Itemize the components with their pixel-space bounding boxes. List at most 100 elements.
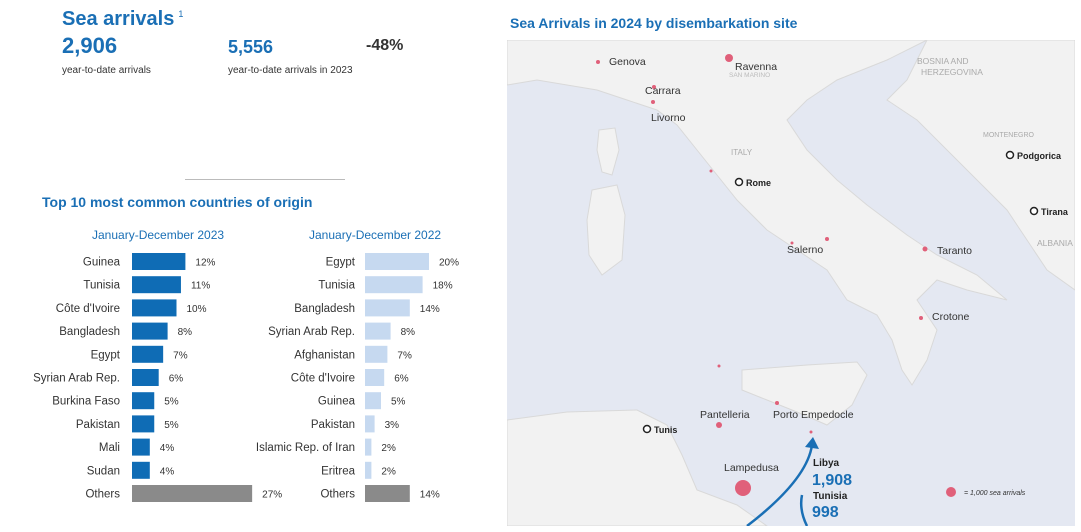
divider (185, 179, 345, 180)
chart-2022-bar (365, 485, 410, 502)
site-dot (725, 54, 733, 62)
chart-2023-bar (132, 485, 253, 502)
capital-label: Tunis (654, 425, 677, 435)
chart-2023-bar (132, 345, 164, 363)
country-label: HERZEGOVINA (921, 67, 983, 77)
chart-2022-value-label: 6% (394, 374, 409, 385)
capital-marker (1005, 150, 1015, 160)
site-label: Lampedusa (724, 462, 779, 474)
ytd-arrivals-value: 2,906 (62, 33, 118, 58)
chart-2023-value-label: 4% (160, 443, 175, 454)
top10-title: Top 10 most common countries of origin (42, 194, 313, 210)
chart-2023-bar (132, 253, 186, 270)
country-label: BOSNIA AND (917, 56, 969, 66)
site-label: Ravenna (735, 61, 777, 73)
chart-2022-title: January-December 2022 (309, 228, 442, 242)
chart-2022-value-label: 18% (433, 281, 453, 292)
site-label: Porto Empedocle (773, 409, 854, 421)
chart-2022-value-label: 2% (381, 466, 396, 477)
chart-2022-bar (365, 322, 391, 340)
site-label: Taranto (937, 245, 972, 257)
sicily-land (741, 361, 868, 426)
chart-2023-value-label: 11% (191, 281, 210, 292)
chart-2023-bar (132, 276, 181, 294)
prev-year-label: year-to-date arrivals in 2023 (228, 65, 353, 76)
chart-2023-value-label: 8% (178, 327, 193, 338)
site-dot (735, 480, 751, 496)
ytd-arrivals-label: year-to-date arrivals (62, 65, 151, 76)
site-dot (775, 401, 779, 405)
chart-2022-bar (365, 345, 388, 363)
flow-arrowhead (805, 437, 819, 449)
site-dot (652, 85, 656, 89)
site-dot-small (709, 169, 713, 173)
chart-2022-category-label: Tunisia (318, 280, 355, 292)
chart-2023-bar (132, 415, 155, 433)
site-dot (919, 316, 923, 320)
chart-2022-category-label: Côte d'Ivoire (291, 373, 355, 385)
site-dot (825, 237, 829, 241)
chart-2022-value-label: 7% (397, 350, 412, 361)
chart-2022-category-label: Guinea (318, 396, 356, 408)
chart-2022-bar (365, 253, 429, 270)
chart-2022-bar (365, 461, 372, 479)
site-label: Livorno (651, 112, 686, 124)
chart-2023-category-label: Burkina Faso (52, 396, 120, 408)
chart-2023-category-label: Bangladesh (59, 326, 120, 338)
legend-dot (946, 487, 956, 497)
capital-label: Tirana (1041, 207, 1069, 217)
chart-2022-value-label: 8% (401, 327, 416, 338)
chart-2023: Guinea 12% Tunisia 11% Côte d'Ivoire 10% Bangl… (33, 253, 282, 502)
chart-2022-category-label: Bangladesh (294, 303, 355, 315)
site-label: Crotone (932, 311, 970, 323)
site-label: Salerno (787, 244, 823, 256)
chart-2023-value-label: 7% (173, 350, 188, 361)
site-dot (651, 100, 655, 104)
site-dot-small (790, 241, 794, 245)
chart-2023-value-label: 4% (160, 466, 175, 477)
change-percent: -48% (366, 37, 404, 54)
chart-2023-category-label: Pakistan (76, 419, 120, 431)
chart-2022-category-label: Others (320, 489, 355, 501)
flow-origin-label: Tunisia (813, 491, 848, 502)
chart-2023-bar (132, 299, 177, 317)
flow-origin-label: Libya (813, 458, 840, 469)
chart-2022-category-label: Egypt (326, 257, 356, 269)
chart-2023-category-label: Others (85, 489, 120, 501)
capital-marker (642, 424, 652, 434)
flow-arrow (746, 444, 814, 526)
chart-2023-category-label: Sudan (87, 465, 120, 477)
chart-2022-value-label: 14% (420, 304, 440, 315)
chart-2023-category-label: Guinea (83, 257, 121, 269)
chart-2023-category-label: Egypt (91, 349, 121, 361)
chart-2022-bar (365, 299, 410, 317)
chart-2022-value-label: 2% (381, 443, 396, 454)
country-label: SAN MARINO (729, 72, 770, 79)
chart-2022-category-label: Pakistan (311, 419, 355, 431)
chart-2022-category-label: Eritrea (321, 465, 355, 477)
chart-2023-bar (132, 438, 150, 456)
chart-2023-value-label: 10% (187, 304, 207, 315)
legend-label: = 1,000 sea arrivals (964, 490, 1026, 497)
chart-2022-category-label: Islamic Rep. of Iran (256, 442, 355, 454)
chart-2022: Egypt 20% Tunisia 18% Bangladesh 14% Syrian Ar… (256, 253, 459, 502)
chart-2023-value-label: 12% (195, 258, 215, 269)
chart-2022-category-label: Syrian Arab Rep. (268, 326, 355, 338)
capital-label: Podgorica (1017, 151, 1062, 161)
chart-2023-category-label: Tunisia (83, 280, 120, 292)
chart-2022-category-label: Afghanistan (294, 349, 355, 361)
chart-2023-value-label: 5% (164, 397, 179, 408)
prev-year-value: 5,556 (228, 37, 274, 57)
chart-2023-value-label: 6% (169, 374, 184, 385)
footnote-marker: 1 (178, 9, 184, 20)
chart-2022-value-label: 3% (385, 420, 400, 431)
site-label: Carrara (645, 85, 681, 97)
chart-2022-value-label: 14% (420, 490, 440, 501)
chart-2023-bar (132, 369, 159, 386)
site-dot (596, 60, 600, 64)
chart-2022-value-label: 5% (391, 397, 406, 408)
country-label: ITALY (731, 148, 753, 157)
chart-2023-bar (132, 392, 155, 410)
italy-land (507, 40, 1008, 386)
